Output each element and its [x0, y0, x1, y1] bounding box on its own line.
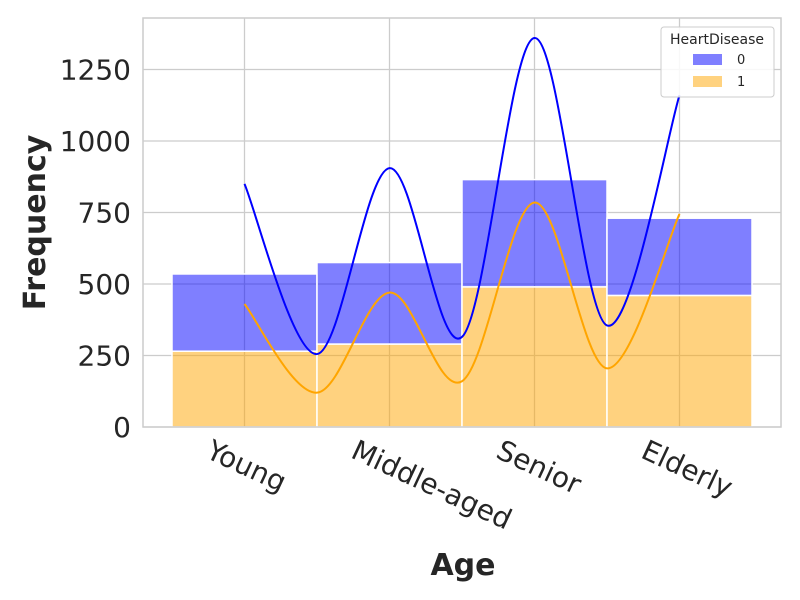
y-tick-label: 1000 — [60, 125, 131, 158]
y-tick-label: 500 — [78, 268, 131, 301]
bar-series-0-young — [171, 273, 318, 352]
bars — [171, 178, 753, 428]
x-tick-label: Young — [201, 433, 292, 499]
legend-title: HeartDisease — [670, 32, 764, 48]
x-tick-label: Middle-aged — [347, 433, 517, 536]
bar-series-1-elderly — [606, 294, 753, 428]
bar-series-0-middle-aged — [316, 261, 463, 345]
y-ticks: 0 250 500 750 1000 1250 — [60, 53, 131, 444]
x-tick-label: Senior — [492, 433, 587, 501]
bar-series-1-young — [171, 350, 318, 428]
kde-curves — [243, 37, 681, 394]
x-tick-label: Elderly — [637, 433, 738, 504]
kde-line-series-1 — [243, 201, 681, 394]
x-axis-title: Age — [430, 548, 495, 583]
legend-swatch-0 — [693, 54, 722, 65]
legend-swatch-1 — [693, 76, 722, 87]
bar-series-1-senior — [461, 286, 608, 428]
legend-items: 01 — [693, 53, 745, 90]
bar-series-0-senior — [461, 178, 608, 288]
legend: HeartDisease 01 — [660, 26, 775, 98]
legend-label-0: 0 — [737, 53, 745, 68]
legend-label-1: 1 — [737, 75, 745, 90]
y-tick-label: 0 — [113, 411, 131, 444]
y-tick-label: 750 — [78, 196, 131, 229]
y-tick-label: 250 — [78, 339, 131, 372]
kde-line-series-0 — [243, 37, 681, 356]
y-axis-title: Frequency — [18, 134, 53, 310]
plot-frame — [142, 17, 782, 428]
bar-series-1-middle-aged — [316, 343, 463, 428]
y-tick-label: 1250 — [60, 53, 131, 86]
bar-series-0-elderly — [606, 217, 753, 297]
